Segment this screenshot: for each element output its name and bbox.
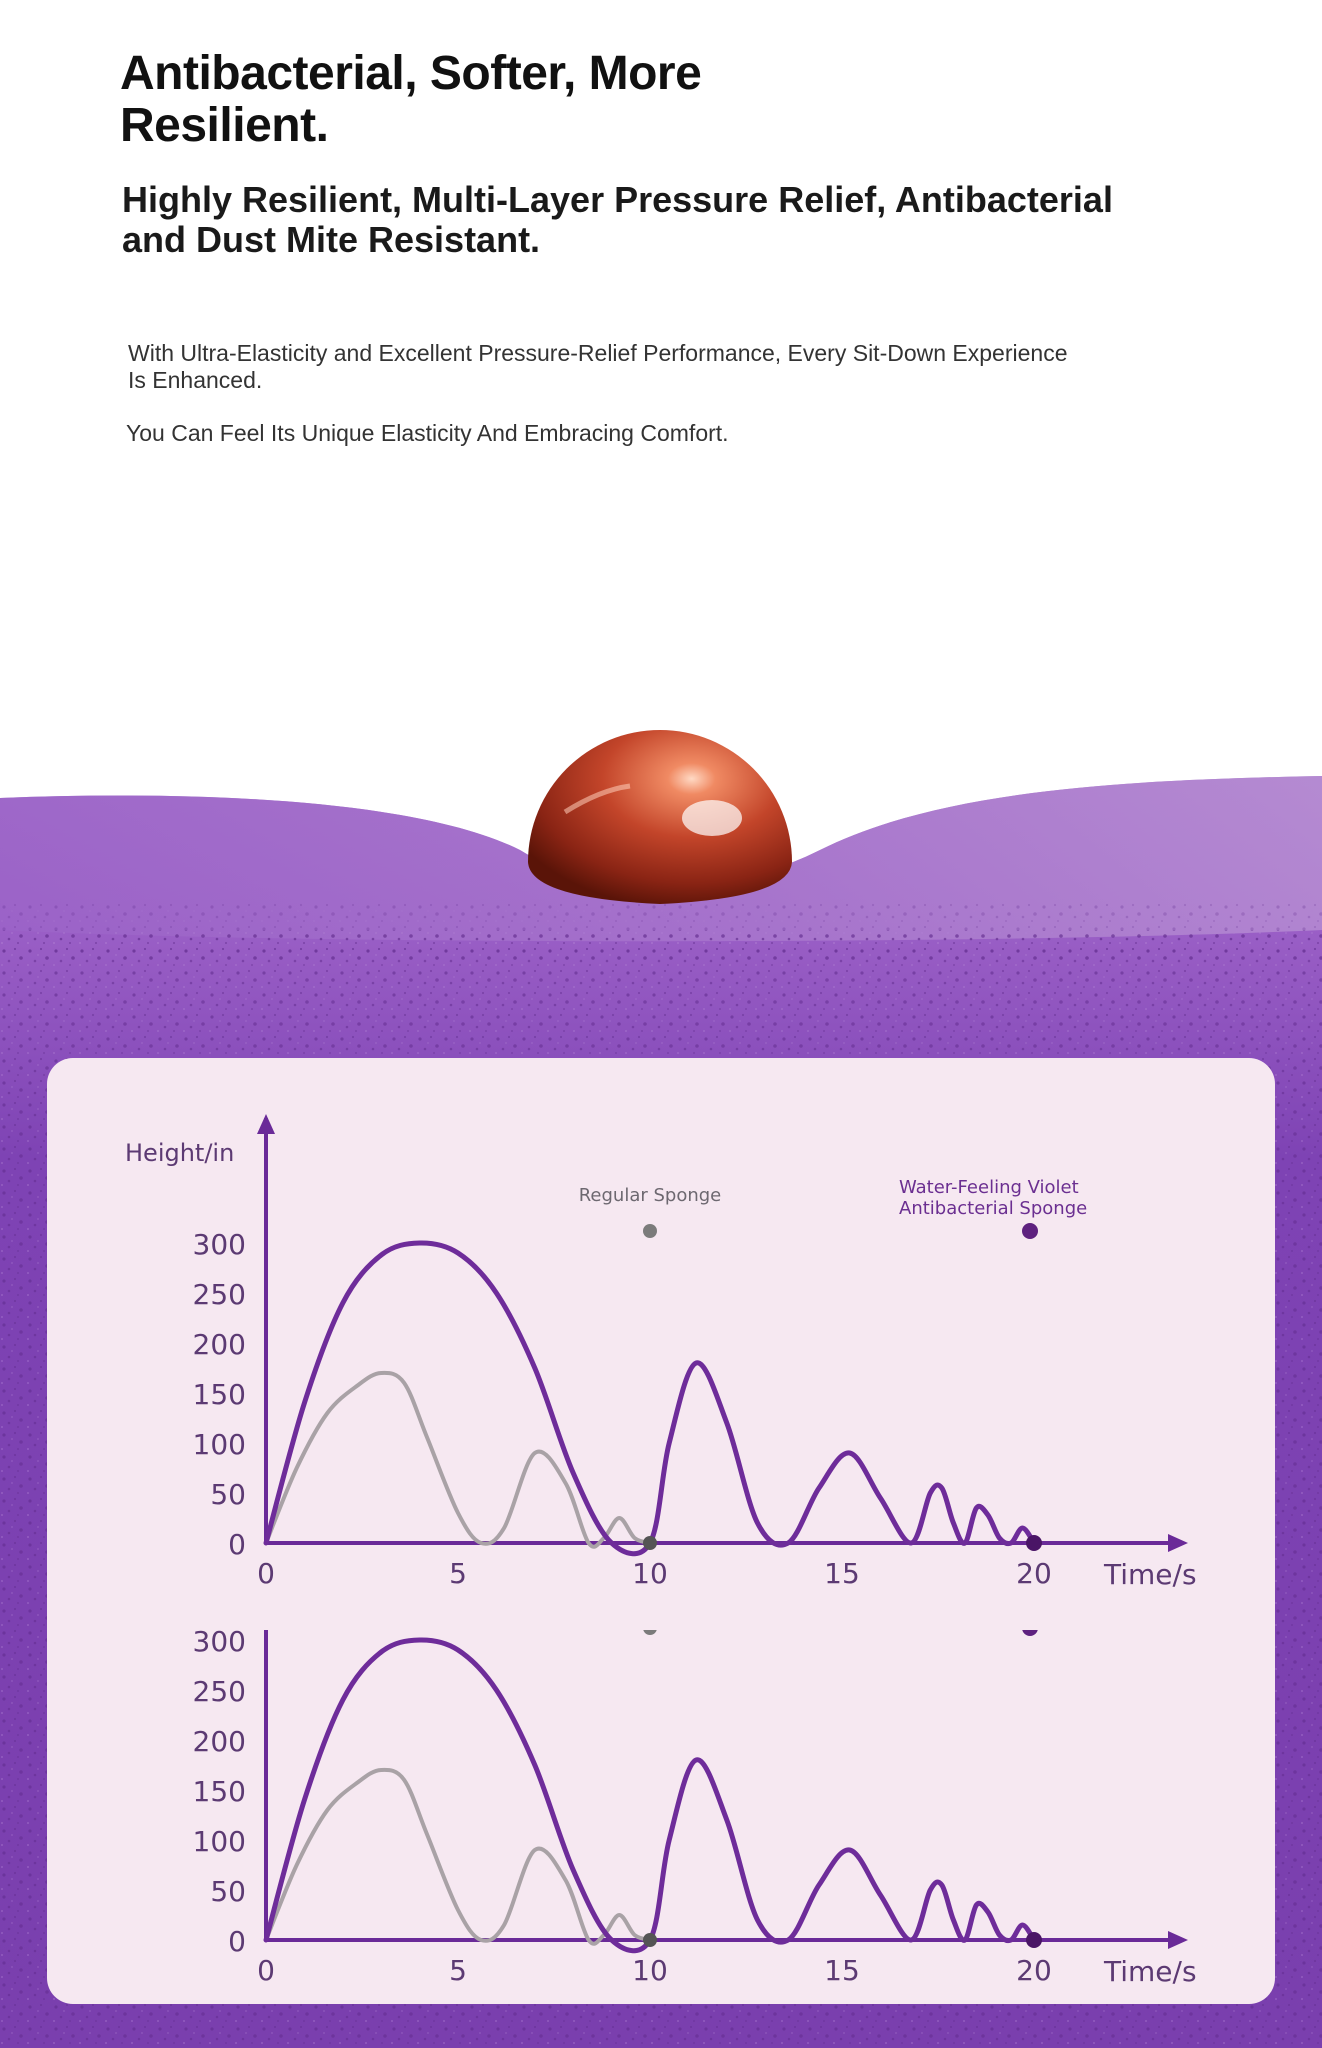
y-tick-label: 200: [193, 1328, 246, 1361]
y-tick-label: 50: [210, 1478, 246, 1511]
y-tick-label: 150: [193, 1378, 246, 1411]
x-tick-label: 10: [632, 1557, 668, 1590]
chart-plot-area: 0 50 100 150 200 250 300 0 5 10 15 20 Time/s: [193, 1625, 1197, 1988]
x-tick-label: 20: [1016, 1557, 1052, 1590]
series-line: [264, 1767, 652, 1946]
y-tick-label: 0: [228, 1925, 246, 1958]
y-tick-label: 100: [193, 1825, 246, 1858]
x-tick-label: 15: [824, 1954, 860, 1987]
x-axis-label: Time/s: [1103, 1955, 1197, 1988]
x-tick-label: 5: [449, 1557, 467, 1590]
y-tick-label: 50: [210, 1875, 246, 1908]
violet-end-marker: [1026, 1535, 1042, 1551]
page-subtitle: Highly Resilient, Multi-Layer Pressure R…: [122, 179, 1113, 260]
y-tick-label: 200: [193, 1725, 246, 1758]
description-paragraph-2: You Can Feel Its Unique Elasticity And E…: [126, 420, 729, 446]
x-tick-label: 0: [257, 1557, 275, 1590]
y-axis-arrow: [257, 1114, 275, 1134]
violet-end-marker: [1026, 1932, 1042, 1948]
y-tick-label: 250: [193, 1278, 246, 1311]
x-tick-label: 20: [1016, 1954, 1052, 1987]
y-tick-label: 250: [193, 1675, 246, 1708]
y-tick-label: 0: [228, 1528, 246, 1561]
regular-end-marker: [643, 1536, 657, 1550]
series-line: [263, 1637, 1037, 1954]
x-tick-label: 10: [632, 1954, 668, 1987]
legend-marker-regular: [643, 1224, 657, 1238]
chart-bottom: 0 50 100 150 200 250 300 0 5 10 15 20 Time/s: [193, 1625, 1197, 1988]
y-axis-label: Height/in: [125, 1139, 234, 1167]
x-axis-arrow: [1168, 1534, 1188, 1552]
series-line: [263, 1240, 1037, 1557]
y-tick-label: 300: [193, 1625, 246, 1658]
x-tick-label: 15: [824, 1557, 860, 1590]
y-tick-label: 300: [193, 1228, 246, 1261]
x-axis-arrow: [1168, 1931, 1188, 1949]
chart-legend: Regular Sponge Water-Feeling Violet Antiba…: [579, 1177, 1087, 1239]
series-line: [264, 1370, 652, 1549]
y-tick-label: 100: [193, 1428, 246, 1461]
legend-marker-regular: [643, 1630, 657, 1635]
regular-end-marker: [643, 1933, 657, 1947]
description-paragraph-1: With Ultra-Elasticity and Excellent Pres…: [128, 340, 1068, 393]
chart-panel: [47, 1058, 1275, 2004]
y-tick-label: 150: [193, 1775, 246, 1808]
legend-label-regular: Regular Sponge: [579, 1185, 722, 1206]
x-tick-label: 0: [257, 1954, 275, 1987]
chart-top: 0 50 100 150 200 250 300 0 5 10 15 20 Time/s Height/i…: [125, 1114, 1197, 1591]
legend-label-violet: Water-Feeling Violet Antibacterial Sponge: [899, 1177, 1087, 1219]
x-axis-label: Time/s: [1103, 1558, 1197, 1591]
legend-marker-violet: [1022, 1223, 1038, 1239]
page-title: Antibacterial, Softer, More Resilient.: [120, 47, 702, 152]
legend-marker-violet: [1022, 1630, 1038, 1636]
x-tick-label: 5: [449, 1954, 467, 1987]
